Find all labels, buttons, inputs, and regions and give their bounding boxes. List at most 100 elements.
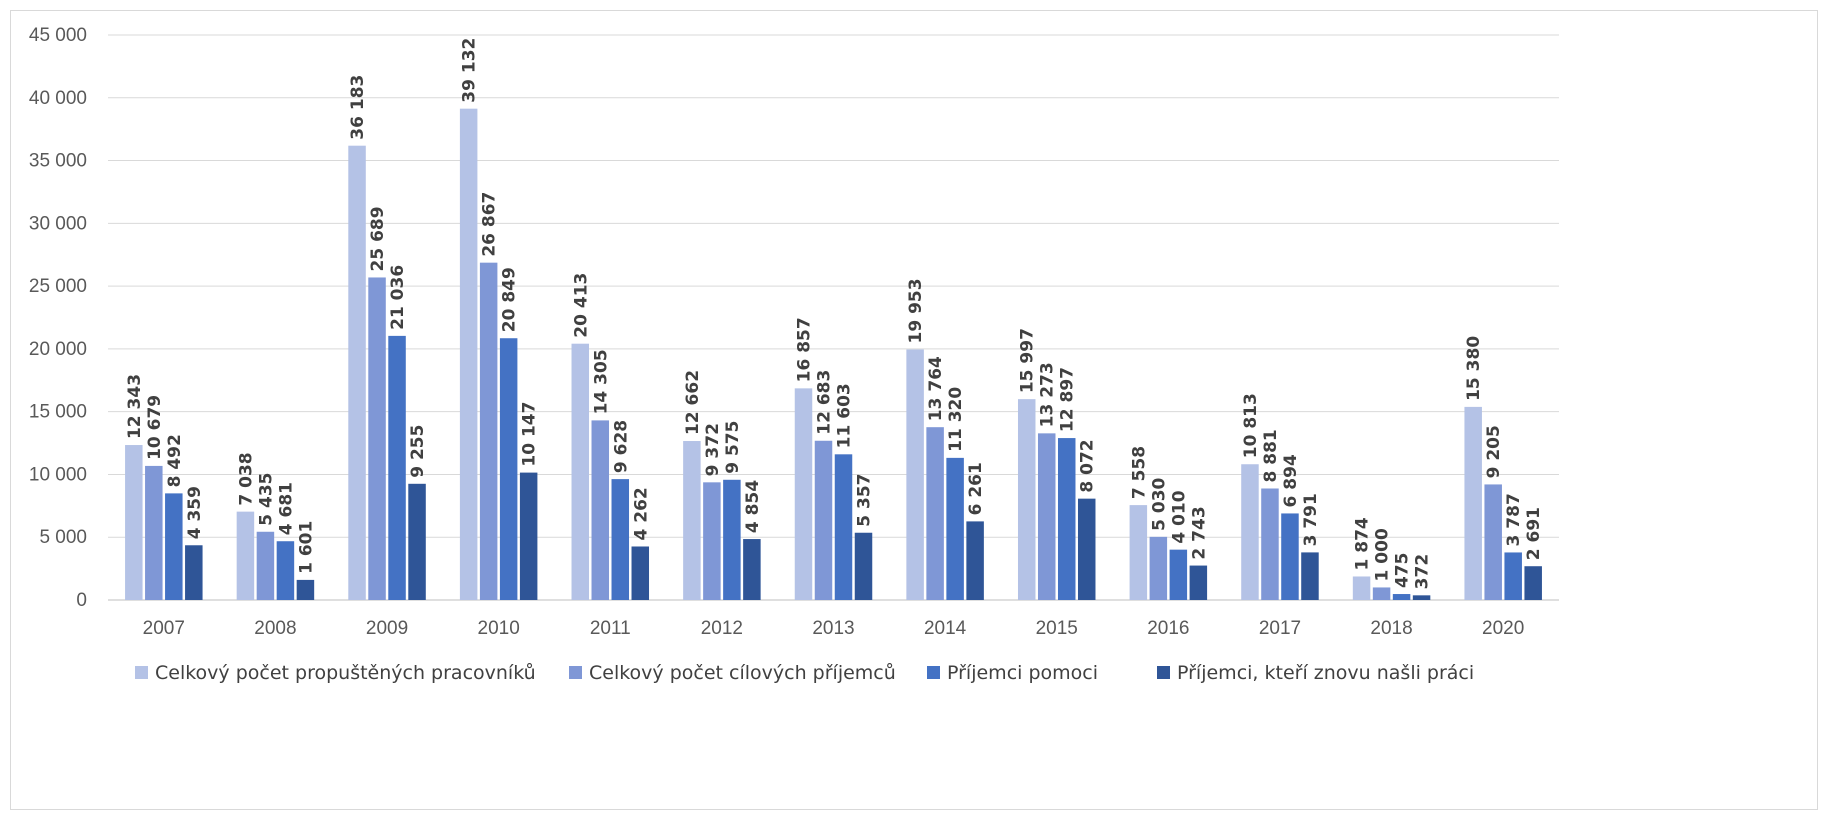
bar	[1281, 513, 1299, 600]
chart-frame: 0 5 000 10 000 15 000 20 000 25 000 30 000 35 0…	[10, 10, 1818, 810]
bar	[631, 546, 650, 600]
y-tick-label: 20 000	[29, 339, 87, 360]
data-label: 39 132	[460, 38, 480, 103]
data-label: 9 628	[611, 420, 631, 473]
data-label: 475	[1393, 553, 1413, 589]
x-tick-label: 2020	[1482, 618, 1524, 639]
data-label: 9 372	[703, 423, 723, 476]
data-label: 8 881	[1261, 429, 1281, 482]
data-label: 1 000	[1373, 528, 1393, 581]
bar	[1524, 566, 1542, 600]
x-tick-label: 2014	[924, 618, 967, 639]
bar	[723, 479, 741, 600]
legend-swatch	[927, 666, 940, 679]
data-label: 20 413	[571, 273, 591, 338]
data-label: 15 380	[1464, 336, 1484, 401]
data-label: 4 262	[631, 487, 651, 540]
bar	[256, 531, 275, 600]
bar	[1037, 433, 1056, 600]
bar	[519, 472, 538, 600]
bar	[1484, 484, 1502, 600]
data-label: 12 897	[1058, 367, 1078, 432]
data-label: 2 743	[1189, 506, 1209, 559]
data-label: 11 320	[946, 387, 966, 452]
x-tick-label: 2015	[1036, 618, 1078, 639]
x-tick-label: 2018	[1370, 618, 1412, 639]
legend-swatch	[569, 666, 582, 679]
bar	[185, 545, 203, 600]
data-label: 16 857	[795, 317, 815, 382]
legend-label: Celkový počet cílových příjemců	[589, 662, 896, 684]
bar	[1017, 399, 1036, 600]
data-label: 3 791	[1301, 493, 1321, 546]
bar	[165, 493, 183, 600]
data-label: 1 874	[1353, 517, 1373, 570]
data-label: 1 601	[296, 521, 316, 574]
legend-swatch	[1157, 666, 1170, 679]
bar	[1149, 536, 1168, 600]
y-tick-label: 35 000	[29, 151, 87, 172]
bar-chart: 0 5 000 10 000 15 000 20 000 25 000 30 000 35 0…	[29, 25, 1559, 684]
bar	[125, 445, 143, 600]
data-label: 12 662	[683, 370, 703, 435]
bar	[236, 511, 255, 600]
y-tick-label: 5 000	[39, 527, 87, 548]
bar	[834, 454, 853, 600]
bar	[1392, 594, 1411, 600]
data-label: 25 689	[368, 206, 388, 271]
data-label: 9 255	[408, 425, 428, 478]
bar	[1261, 488, 1279, 600]
bar	[1412, 595, 1431, 600]
bar	[703, 482, 721, 600]
bar	[571, 343, 590, 600]
data-label: 13 273	[1038, 362, 1058, 427]
y-tick-label: 15 000	[29, 402, 87, 423]
bar	[1057, 438, 1076, 600]
bar	[906, 349, 924, 600]
bar	[794, 388, 813, 600]
bar	[348, 145, 366, 600]
bar	[1189, 565, 1208, 600]
data-label: 372	[1413, 554, 1433, 590]
y-tick-label: 45 000	[29, 25, 87, 46]
bar	[1372, 587, 1391, 600]
x-tick-label: 2016	[1147, 618, 1189, 639]
bar	[926, 427, 944, 600]
y-tick-label: 40 000	[29, 88, 87, 109]
bar	[1504, 552, 1522, 600]
data-label: 15 997	[1018, 328, 1038, 393]
data-label: 8 072	[1078, 439, 1098, 492]
x-tick-label: 2007	[143, 618, 185, 639]
bar	[966, 521, 984, 600]
bar	[1301, 552, 1319, 600]
x-tick-label: 2017	[1259, 618, 1301, 639]
data-label: 4 681	[276, 482, 296, 535]
data-label: 9 575	[723, 421, 743, 474]
data-label: 6 894	[1281, 454, 1301, 507]
x-tick-label: 2011	[590, 618, 631, 639]
y-tick-label: 10 000	[29, 464, 87, 485]
data-label: 7 558	[1129, 446, 1149, 499]
data-label: 6 261	[966, 462, 986, 515]
data-label: 13 764	[926, 356, 946, 421]
x-tick-label: 2008	[254, 618, 296, 639]
data-label: 8 492	[165, 434, 185, 487]
bar	[388, 335, 406, 600]
x-tick-label: 2010	[478, 618, 520, 639]
data-label: 12 683	[815, 370, 835, 435]
bar	[591, 420, 610, 600]
data-label: 4 854	[743, 480, 763, 533]
data-label: 4 359	[185, 486, 205, 539]
x-tick-label: 2009	[366, 618, 408, 639]
data-label: 20 849	[500, 267, 520, 332]
legend-label: Příjemci, kteří znovu našli práci	[1177, 662, 1474, 684]
data-label: 9 205	[1484, 425, 1504, 478]
bar	[1352, 576, 1371, 600]
y-tick-label: 0	[76, 590, 87, 611]
data-label: 5 357	[855, 474, 875, 527]
bar	[368, 277, 386, 600]
bar	[1169, 549, 1188, 600]
data-label: 3 787	[1504, 493, 1524, 546]
bar	[1077, 498, 1096, 600]
data-label: 10 813	[1241, 393, 1261, 458]
